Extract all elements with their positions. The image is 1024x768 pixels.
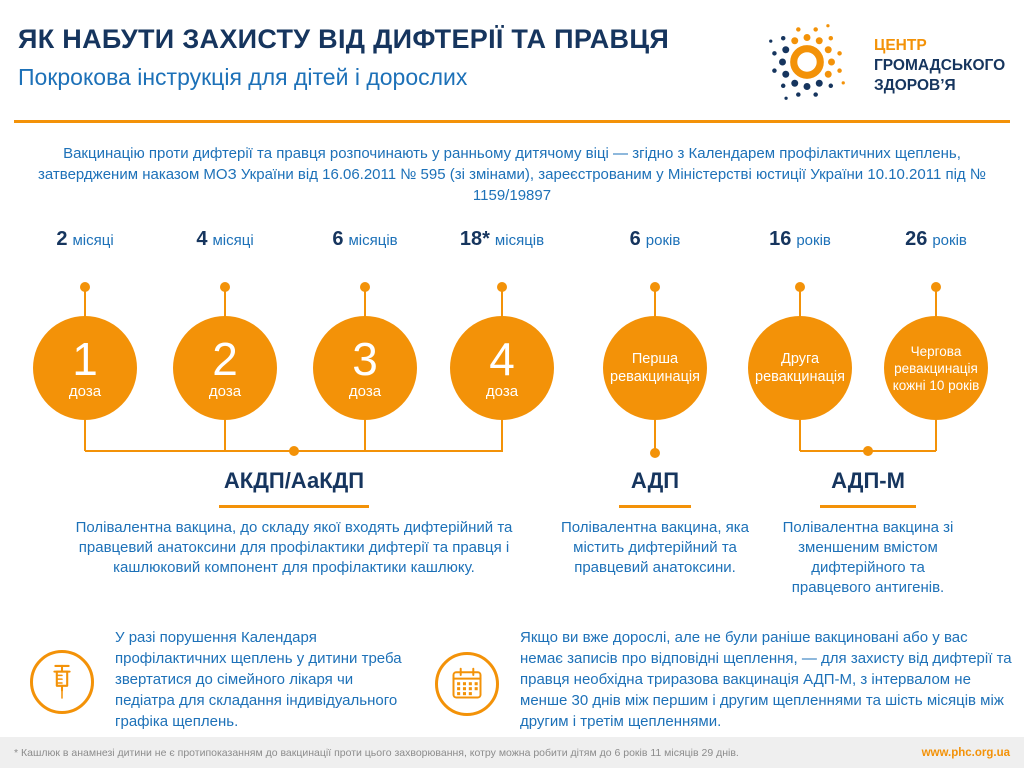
age-label: 2 місяці: [56, 228, 113, 251]
age-label: 6 місяців: [332, 228, 397, 251]
age-value: 16: [769, 228, 792, 250]
bracket-stub: [364, 420, 366, 451]
timeline-dot: [795, 282, 805, 292]
timeline-connector-line: [799, 290, 801, 317]
dose-number: 4: [489, 332, 515, 385]
revaccination-circle-3: Чергова ревакцинація кожні 10 років: [884, 316, 988, 420]
revaccination-circle-2: Друга ревакцинація: [748, 316, 852, 420]
age-unit: місяці: [212, 232, 254, 249]
timeline-connector-line: [935, 290, 937, 317]
dose-number: 1: [72, 332, 98, 385]
bracket-stub: [799, 420, 801, 451]
dose-circle-1: 1 доза: [33, 316, 137, 420]
age-unit: місяців: [494, 232, 545, 249]
phc-logo-icon: [769, 24, 845, 100]
timeline-connector-line: [501, 290, 503, 317]
group-underline: [619, 505, 691, 508]
timeline-connector-line: [224, 290, 226, 317]
timeline-dot: [220, 282, 230, 292]
group-underline: [820, 505, 916, 508]
calendar-icon: [435, 652, 499, 716]
logo-line-1: ЦЕНТР: [874, 37, 927, 54]
vaccine-group-description: Полівалентна вакцина зі зменшеним вмісто…: [782, 519, 954, 596]
timeline-dot: [497, 282, 507, 292]
age-value: 6: [332, 228, 344, 250]
age-value: 6: [629, 228, 641, 250]
bracket-stub: [935, 420, 937, 451]
vaccine-group-name: АДП-М: [831, 468, 905, 493]
dose-number: 2: [212, 332, 238, 385]
dose-label: доза: [485, 382, 519, 400]
age-value: 2: [56, 228, 68, 250]
header-divider: [14, 120, 1010, 123]
age-value: 18*: [459, 228, 490, 250]
logo-line-2: ГРОМАДСЬКОГО: [874, 57, 1006, 74]
age-label: 26 років: [905, 228, 967, 251]
timeline-dot: [931, 282, 941, 292]
age-label: 16 років: [769, 228, 831, 251]
dose-number: 3: [352, 332, 378, 385]
dose-label: доза: [208, 382, 242, 400]
timeline-dot: [650, 282, 660, 292]
revaccination-label: Чергова ревакцинація кожні 10 років: [892, 343, 980, 393]
revaccination-circle-1: Перша ревакцинація: [603, 316, 707, 420]
callout-children-text: У разі порушення Календаря профілактични…: [115, 629, 402, 730]
logo-line-3: ЗДОРОВ’Я: [874, 77, 956, 94]
bracket-stub: [501, 420, 503, 451]
website-link[interactable]: www.phc.org.ua: [921, 746, 1010, 759]
bracket-stub: [84, 420, 86, 451]
footnote-text: * Кашлюк в анамнезі дитини не є протипок…: [14, 746, 739, 759]
intro-paragraph: Вакцинацію проти дифтерії та правця розп…: [38, 145, 986, 204]
footer-bar: * Кашлюк в анамнезі дитини не є протипок…: [0, 737, 1024, 768]
bracket-dot-akdp: [289, 446, 299, 456]
age-label: 18* місяців: [460, 228, 544, 251]
dose-label: доза: [68, 382, 102, 400]
timeline-connector-line: [654, 290, 656, 317]
age-value: 26: [905, 228, 928, 250]
vaccine-group-description: Полівалентна вакцина, яка містить дифтер…: [560, 519, 750, 576]
vaccine-group-name: АКДП/АаКДП: [223, 468, 365, 493]
dose-label: доза: [348, 382, 382, 400]
age-unit: років: [796, 232, 831, 249]
bracket-stub: [224, 420, 226, 451]
bracket-stub: [654, 420, 656, 451]
age-unit: років: [645, 232, 681, 249]
revaccination-label: Друга ревакцинація: [755, 351, 845, 385]
dose-circle-4: 4 доза: [450, 316, 554, 420]
vaccine-group-name: АДП: [630, 468, 680, 493]
timeline-dot: [80, 282, 90, 292]
page-subtitle: Покрокова інструкція для дітей і доросли…: [18, 64, 468, 90]
age-label: 6 років: [630, 228, 681, 251]
vaccine-group-description: Полівалентна вакцина, до складу якої вхо…: [75, 519, 513, 576]
age-value: 4: [196, 228, 208, 250]
page-title: ЯК НАБУТИ ЗАХИСТУ ВІД ДИФТЕРІЇ ТА ПРАВЦЯ: [18, 24, 670, 54]
age-label: 4 місяці: [196, 228, 253, 251]
callout-adults-text: Якщо ви вже дорослі, але не були раніше …: [520, 629, 1012, 730]
age-unit: місяці: [72, 232, 114, 249]
dose-circle-2: 2 доза: [173, 316, 277, 420]
syringe-icon: [30, 650, 94, 714]
timeline-connector-line: [84, 290, 86, 317]
timeline-dot: [360, 282, 370, 292]
age-unit: років: [932, 232, 967, 249]
timeline-connector-line: [364, 290, 366, 317]
group-underline: [219, 505, 369, 508]
bracket-dot-adp: [650, 448, 660, 458]
revaccination-label: Перша ревакцинація: [610, 351, 700, 385]
dose-circle-3: 3 доза: [313, 316, 417, 420]
bracket-dot-adpm: [863, 446, 873, 456]
age-unit: місяців: [348, 232, 398, 249]
phc-logo-text: ЦЕНТР ГРОМАДСЬКОГО ЗДОРОВ’Я: [874, 36, 1005, 96]
